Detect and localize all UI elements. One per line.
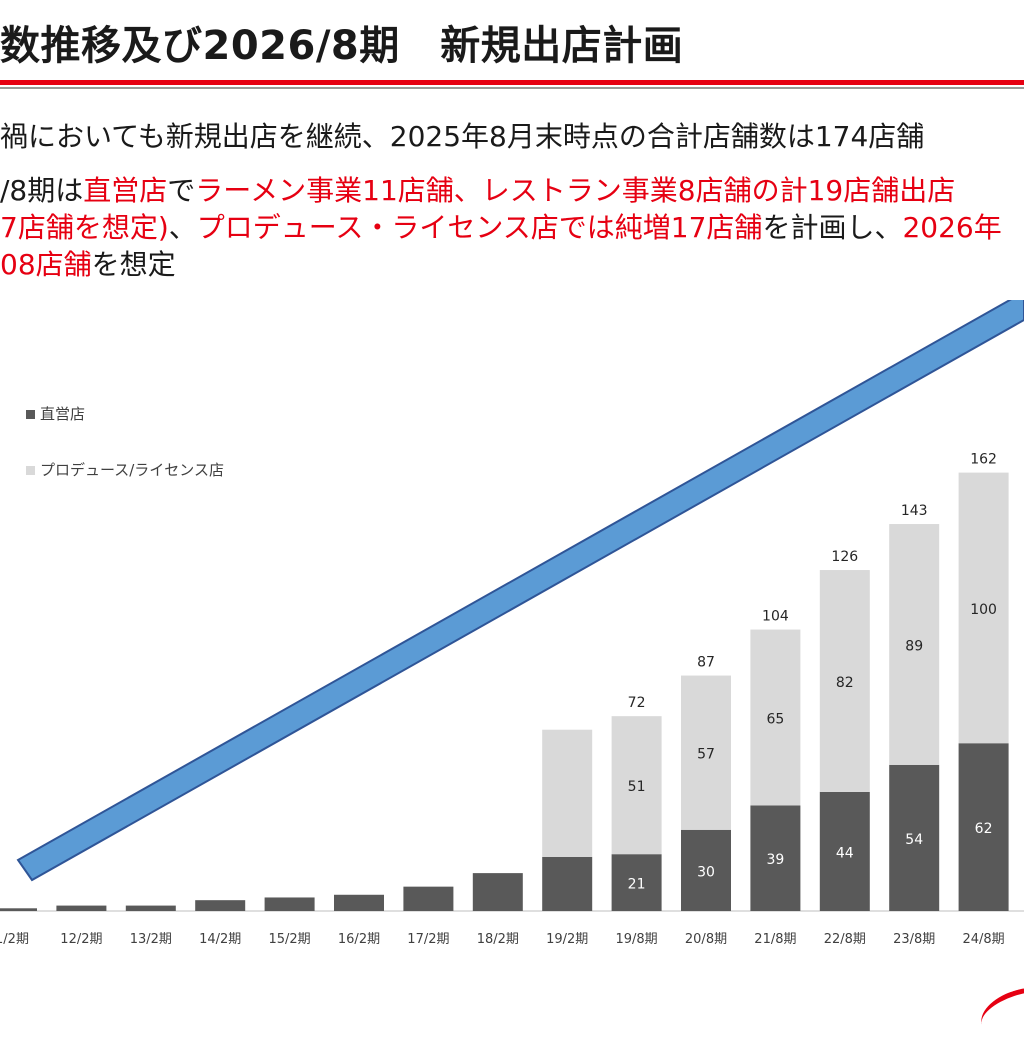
bar-total-label: 104 — [762, 609, 789, 625]
legend-swatch — [26, 410, 35, 419]
bar-direct-segment — [611, 854, 662, 911]
bar-direct-label: 62 — [975, 821, 993, 837]
text-segment: プロデュース・ライセンス店では純増17店舗 — [196, 211, 763, 244]
text-segment: を計画し、 — [762, 211, 903, 244]
x-tick-label: 13/2期 — [130, 932, 172, 947]
bar-direct-segment — [889, 764, 940, 911]
bar-license-segment — [542, 729, 593, 857]
x-tick-label: 1/2期 — [0, 932, 29, 947]
bar-total-label: 72 — [628, 695, 646, 711]
bar-direct-segment — [195, 900, 246, 911]
x-tick-label: 24/8期 — [962, 932, 1004, 947]
x-tick-label: 12/2期 — [60, 932, 102, 947]
bar-license-segment — [750, 629, 801, 806]
store-count-chart: 1/2期 12/2期 13/2期 14/2期 15/2期 16/2期 17/2期 18/2期 1… — [0, 300, 1024, 947]
bar-direct-segment — [819, 791, 870, 911]
x-tick-label: 14/2期 — [199, 932, 241, 947]
x-tick-label: 19/8期 — [615, 932, 657, 947]
legend-label: プロデュース/ライセンス店 — [40, 461, 224, 479]
bar-direct-segment — [0, 908, 37, 911]
x-tick-label: 21/8期 — [754, 932, 796, 947]
bar-license-label: 89 — [905, 638, 923, 654]
x-tick-label: 19/2期 — [546, 932, 588, 947]
bar-direct-segment — [125, 905, 176, 911]
x-tick-label: 15/2期 — [268, 932, 310, 947]
x-tick-label: 23/8期 — [893, 932, 935, 947]
bar-total-label: 162 — [970, 452, 997, 468]
text-segment: で — [167, 174, 196, 207]
bar-direct-label: 39 — [766, 852, 784, 868]
slide-title: 数推移及び2026/8期 新規出店計画 — [0, 23, 684, 69]
legend-swatch — [26, 466, 35, 475]
footer-red-swoosh — [975, 978, 1024, 1046]
text-segment: 直営店 — [83, 174, 168, 207]
bullet-line-2: /8期は直営店でラーメン事業11店舗、レストラン事業8店舗の計19店舗出店 — [0, 172, 1024, 209]
legend-label: 直営店 — [40, 405, 85, 423]
title-underline-red — [0, 80, 1024, 85]
bar-license-segment — [958, 472, 1009, 744]
bar-direct-segment — [334, 894, 384, 911]
bar-license-segment — [889, 524, 940, 765]
x-tick-label: 18/2期 — [477, 932, 519, 947]
bar-license-segment — [819, 570, 870, 792]
bar-direct-segment — [542, 856, 593, 911]
bar-license-segment — [611, 716, 662, 855]
bar-direct-label: 44 — [836, 845, 854, 861]
bar-direct-segment — [750, 805, 801, 911]
bar-direct-segment — [403, 886, 454, 911]
bar-license-segment — [681, 675, 731, 830]
bar-total-label: 126 — [831, 549, 858, 565]
bar-direct-segment — [56, 905, 107, 911]
text-segment: 08店舗 — [0, 248, 92, 281]
bar-direct-segment — [958, 743, 1009, 911]
text-segment: を想定 — [91, 248, 176, 281]
x-tick-label: 22/8期 — [824, 932, 866, 947]
bullet-line-4: 08店舗を想定 — [0, 246, 1024, 283]
text-segment: 7店舗を想定) — [0, 211, 169, 244]
bar-license-label: 51 — [628, 779, 646, 795]
bar-direct-label: 54 — [905, 832, 923, 848]
growth-arrow — [16, 300, 1024, 882]
bar-license-label: 100 — [970, 602, 997, 618]
bar-direct-label: 30 — [697, 864, 715, 880]
x-tick-label: 20/8期 — [685, 932, 727, 947]
bullet-text-block: 禍においても新規出店を継続、2025年8月末時点の合計店舗数は174店舗 /8期… — [0, 118, 1024, 283]
text-segment: 2026年 — [902, 211, 1002, 244]
bar-total-label: 87 — [697, 655, 715, 671]
bullet-line-3: 7店舗を想定)、プロデュース・ライセンス店では純増17店舗を計画し、2026年 — [0, 209, 1024, 246]
bullet-line-1: 禍においても新規出店を継続、2025年8月末時点の合計店舗数は174店舗 — [0, 120, 925, 153]
bar-license-label: 65 — [766, 712, 784, 728]
text-segment: /8期は — [0, 174, 84, 207]
bar-total-label: 143 — [901, 503, 928, 519]
x-tick-label: 16/2期 — [338, 932, 380, 947]
bar-direct-segment — [472, 873, 523, 911]
title-underline-gray — [0, 87, 1024, 89]
bar-license-label: 82 — [836, 675, 854, 691]
bar-direct-label: 21 — [628, 877, 646, 893]
text-segment: 、 — [168, 211, 197, 244]
text-segment: ラーメン事業11店舗、レストラン事業8店舗の計19店舗出店 — [195, 174, 956, 207]
x-tick-label: 17/2期 — [407, 932, 449, 947]
bar-direct-segment — [681, 829, 731, 911]
bar-direct-segment — [264, 897, 315, 911]
bar-license-label: 57 — [697, 747, 715, 763]
